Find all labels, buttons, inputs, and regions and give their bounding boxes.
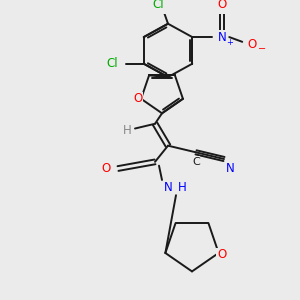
Text: O: O xyxy=(217,248,226,261)
Text: O: O xyxy=(134,92,143,105)
Text: O: O xyxy=(248,38,257,51)
Text: Cl: Cl xyxy=(106,57,118,70)
Text: Cl: Cl xyxy=(152,0,164,11)
Text: +: + xyxy=(226,38,233,47)
Text: N: N xyxy=(164,181,172,194)
Text: C: C xyxy=(192,157,200,167)
Text: H: H xyxy=(178,181,187,194)
Text: −: − xyxy=(258,44,266,54)
Text: H: H xyxy=(123,124,131,137)
Text: O: O xyxy=(101,162,111,175)
Text: O: O xyxy=(218,0,227,11)
Text: N: N xyxy=(226,162,234,175)
Text: N: N xyxy=(218,31,226,44)
